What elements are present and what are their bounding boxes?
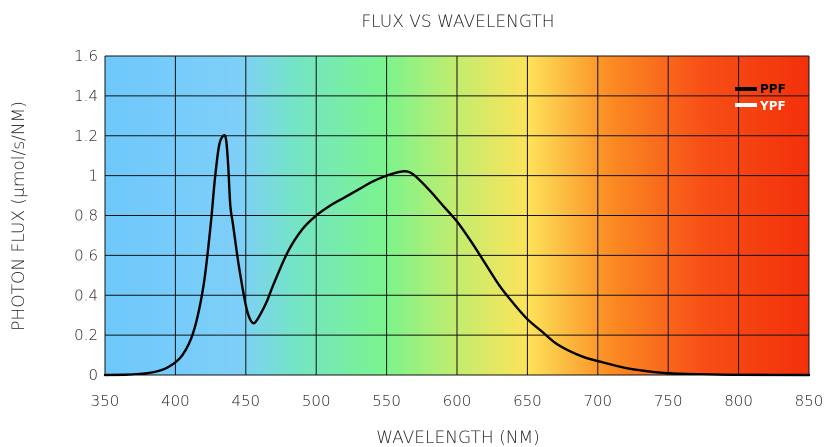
x-tick-label: 700: [583, 392, 612, 410]
x-tick-label: 450: [231, 392, 260, 410]
y-tick-label: 1.6: [74, 47, 98, 65]
legend-label-ypf: YPF: [759, 99, 786, 113]
y-tick-label: 1.4: [74, 87, 98, 105]
y-tick-label: 0.6: [74, 246, 98, 264]
series-line-ppf: [103, 134, 811, 377]
y-tick-label: 0.2: [74, 326, 98, 344]
x-tick-label: 800: [724, 392, 753, 410]
y-tick-label: 1: [88, 167, 98, 185]
x-tick-label: 500: [302, 392, 331, 410]
y-tick-label: 0: [88, 366, 98, 384]
x-tick-label: 600: [443, 392, 472, 410]
x-tick-label: 650: [513, 392, 542, 410]
grid: [104, 55, 810, 376]
x-tick-label: 550: [372, 392, 401, 410]
x-tick-label: 850: [795, 392, 824, 410]
legend-label-ppf: PPF: [760, 82, 786, 96]
x-tick-label: 350: [91, 392, 120, 410]
chart-title: FLUX VS WAVELENGTH: [361, 12, 554, 32]
y-axis-ticks: 0 0.2 0.4 0.6 0.8 1 1.2 1.4 1.6: [74, 47, 98, 384]
x-tick-label: 750: [654, 392, 683, 410]
y-tick-label: 0.4: [74, 286, 98, 304]
y-tick-label: 1.2: [74, 127, 98, 145]
x-axis-label: WAVELENGTH (NM): [376, 428, 540, 447]
y-axis-label: PHOTON FLUX (µmol/s/NM): [9, 101, 29, 331]
x-tick-label: 400: [161, 392, 190, 410]
legend: PPF YPF: [735, 82, 786, 113]
y-tick-label: 0.8: [74, 207, 98, 225]
x-axis-ticks: 350 400 450 500 550 600 650 700 750 800 850: [91, 392, 824, 410]
